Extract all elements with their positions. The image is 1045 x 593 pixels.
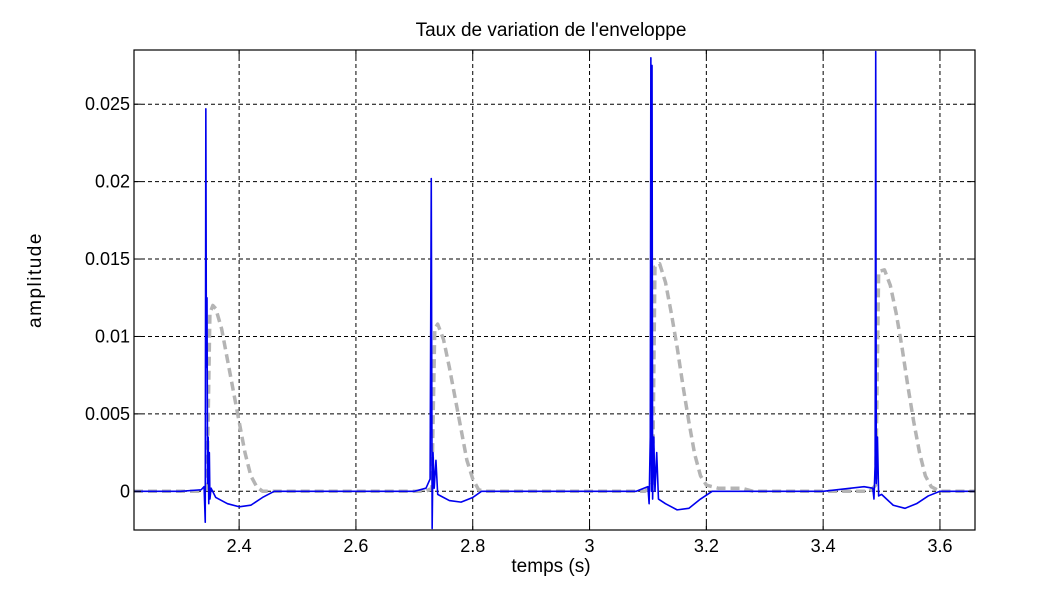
chart-title: Taux de variation de l'enveloppe	[416, 20, 687, 41]
x-tick-label: 3.2	[694, 536, 719, 556]
y-axis-label: amplitude	[25, 232, 46, 328]
series-line-solid-blue	[134, 50, 975, 530]
x-tick-label: 2.6	[343, 536, 368, 556]
y-tick-labels: 0 0.005 0.01 0.015 0.02 0.025	[85, 94, 130, 501]
tick-marks	[134, 50, 975, 530]
y-tick-label: 0.005	[85, 404, 130, 424]
plot-area	[133, 49, 976, 531]
x-tick-label: 2.4	[227, 536, 252, 556]
x-tick-label: 3	[585, 536, 595, 556]
x-tick-label: 2.8	[460, 536, 485, 556]
axes-frame	[133, 49, 976, 531]
x-tick-label: 3.6	[927, 536, 952, 556]
series-layer	[134, 50, 975, 530]
x-tick-label: 3.4	[811, 536, 836, 556]
x-axis-label: temps (s)	[511, 556, 590, 577]
y-tick-label: 0.02	[95, 172, 130, 192]
y-tick-label: 0.01	[95, 326, 130, 346]
x-tick-labels: 2.4 2.6 2.8 3 3.2 3.4 3.6	[227, 536, 953, 556]
y-tick-label: 0	[120, 481, 130, 501]
y-tick-label: 0.015	[85, 249, 130, 269]
plot-background	[134, 50, 975, 530]
y-tick-label: 0.025	[85, 94, 130, 114]
